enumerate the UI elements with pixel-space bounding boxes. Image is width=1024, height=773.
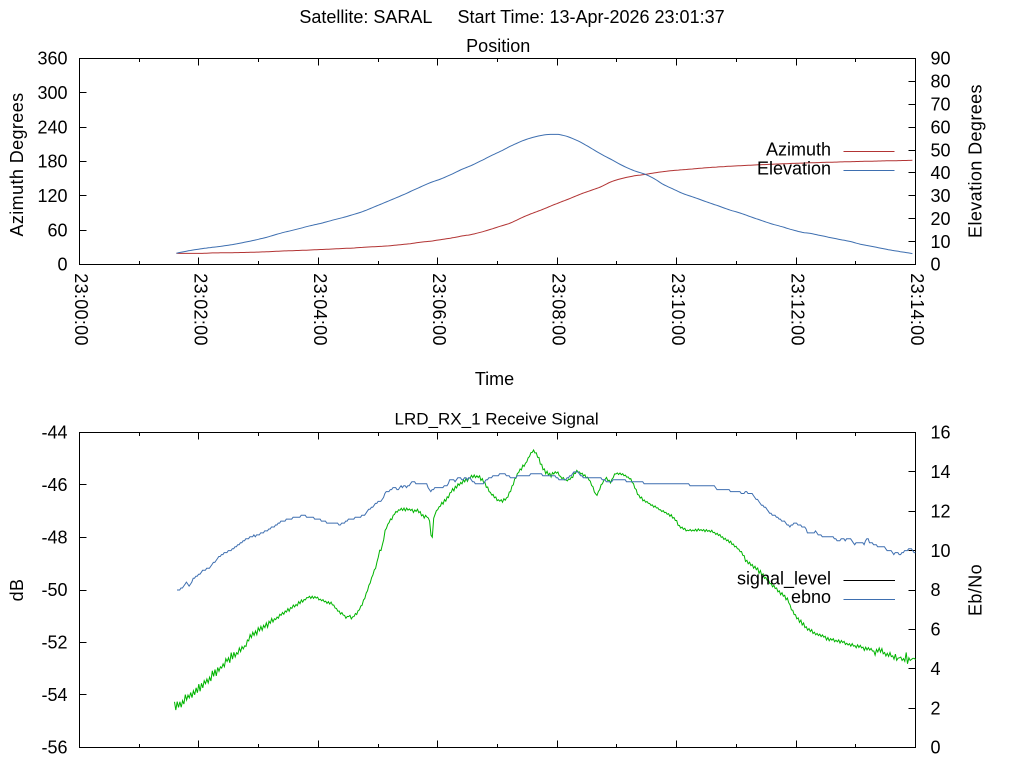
svg-text:8: 8: [931, 580, 941, 600]
svg-text:12: 12: [931, 502, 951, 522]
svg-text:14: 14: [931, 462, 951, 482]
svg-text:-54: -54: [41, 685, 67, 705]
svg-text:Position: Position: [466, 36, 530, 56]
svg-text:90: 90: [931, 49, 951, 69]
svg-text:23:12:00: 23:12:00: [788, 273, 808, 345]
svg-text:6: 6: [931, 620, 941, 640]
svg-text:LRD_RX_1 Receive Signal: LRD_RX_1 Receive Signal: [395, 409, 599, 428]
svg-text:16: 16: [931, 423, 951, 443]
svg-text:4: 4: [931, 659, 941, 679]
svg-text:360: 360: [37, 49, 67, 69]
svg-text:23:00:00: 23:00:00: [71, 273, 91, 345]
svg-text:23:10:00: 23:10:00: [668, 273, 688, 345]
svg-text:Azimuth: Azimuth: [766, 140, 831, 160]
svg-text:10: 10: [931, 232, 951, 252]
svg-text:80: 80: [931, 72, 951, 92]
svg-text:50: 50: [931, 140, 951, 160]
svg-text:ebno: ebno: [791, 587, 831, 607]
svg-text:60: 60: [931, 117, 951, 137]
svg-text:-50: -50: [41, 580, 67, 600]
svg-text:0: 0: [931, 255, 941, 275]
svg-text:-44: -44: [41, 423, 67, 443]
svg-text:Time: Time: [475, 369, 514, 389]
svg-text:Elevation Degrees: Elevation Degrees: [966, 84, 986, 238]
svg-text:20: 20: [931, 209, 951, 229]
svg-text:signal_level: signal_level: [737, 568, 831, 589]
svg-text:23:06:00: 23:06:00: [429, 273, 449, 345]
svg-text:40: 40: [931, 163, 951, 183]
svg-text:23:04:00: 23:04:00: [310, 273, 330, 345]
svg-text:Eb/No: Eb/No: [966, 564, 986, 616]
svg-text:23:14:00: 23:14:00: [907, 273, 927, 345]
svg-text:-48: -48: [41, 528, 67, 548]
svg-text:120: 120: [37, 186, 67, 206]
svg-text:-52: -52: [41, 633, 67, 653]
svg-text:0: 0: [931, 738, 941, 758]
svg-text:-56: -56: [41, 738, 67, 758]
svg-text:Azimuth Degrees: Azimuth Degrees: [7, 92, 27, 236]
svg-text:-46: -46: [41, 475, 67, 495]
svg-text:2: 2: [931, 698, 941, 718]
svg-text:70: 70: [931, 95, 951, 115]
svg-text:30: 30: [931, 186, 951, 206]
svg-text:10: 10: [931, 541, 951, 561]
svg-text:0: 0: [57, 255, 67, 275]
svg-text:180: 180: [37, 152, 67, 172]
svg-text:Satellite: SARAL Start Tim: Satellite: SARAL Start Time: 13-Apr-2026…: [299, 7, 724, 27]
svg-text:23:02:00: 23:02:00: [190, 273, 210, 345]
svg-text:240: 240: [37, 117, 67, 137]
svg-text:300: 300: [37, 83, 67, 103]
svg-text:dB: dB: [7, 579, 27, 602]
svg-text:Elevation: Elevation: [757, 158, 831, 178]
svg-text:23:08:00: 23:08:00: [549, 273, 569, 345]
svg-text:60: 60: [47, 220, 67, 240]
